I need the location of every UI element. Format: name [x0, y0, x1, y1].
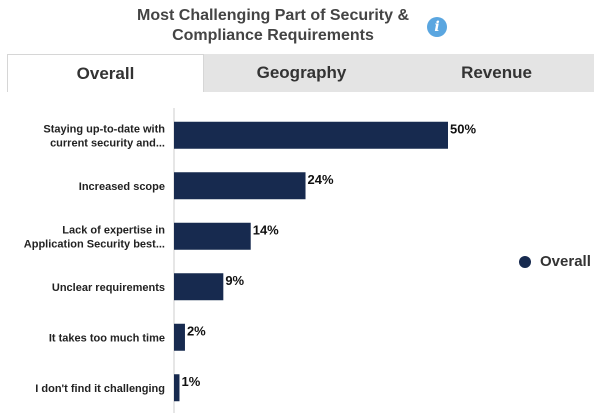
category-label: It takes too much time: [49, 332, 165, 344]
bar[interactable]: [174, 374, 180, 402]
bar-value-label: 9%: [225, 273, 244, 288]
tab-revenue[interactable]: Revenue: [461, 63, 532, 82]
bar[interactable]: [174, 121, 448, 149]
chart-title-line-1: Most Challenging Part of Security &: [136, 7, 410, 24]
legend-label-overall: Overall: [540, 253, 591, 270]
bar[interactable]: [174, 222, 251, 250]
legend-dot-overall: [519, 255, 531, 268]
chart-header: Most Challenging Part of Security & Comp…: [0, 6, 546, 46]
bar[interactable]: [174, 172, 306, 200]
bar[interactable]: [174, 323, 185, 351]
tab-bar: Overall Geography Revenue: [7, 54, 594, 92]
info-icon[interactable]: i: [427, 17, 447, 37]
tab-geography[interactable]: Geography: [256, 63, 347, 82]
bar-value-label: 2%: [187, 323, 206, 338]
tab-overall[interactable]: Overall: [7, 54, 204, 92]
bar-value-label: 50%: [450, 121, 476, 136]
category-label: I don't find it challenging: [35, 383, 165, 395]
bar-chart: 50% Staying up-to-date with current securi…: [24, 108, 476, 413]
bar-value-label: 1%: [181, 374, 200, 389]
bar[interactable]: [174, 273, 224, 301]
bar-value-label: 24%: [308, 172, 334, 187]
category-label: Staying up-to-date with current security …: [43, 123, 165, 149]
bar-value-label: 14%: [253, 222, 279, 237]
category-label: Increased scope: [79, 181, 165, 193]
category-label: Lack of expertise in Application Security…: [24, 224, 165, 250]
legend[interactable]: Overall: [519, 253, 591, 270]
chart-title-line-2: Compliance Requirements: [172, 27, 374, 44]
category-label: Unclear requirements: [52, 282, 165, 294]
